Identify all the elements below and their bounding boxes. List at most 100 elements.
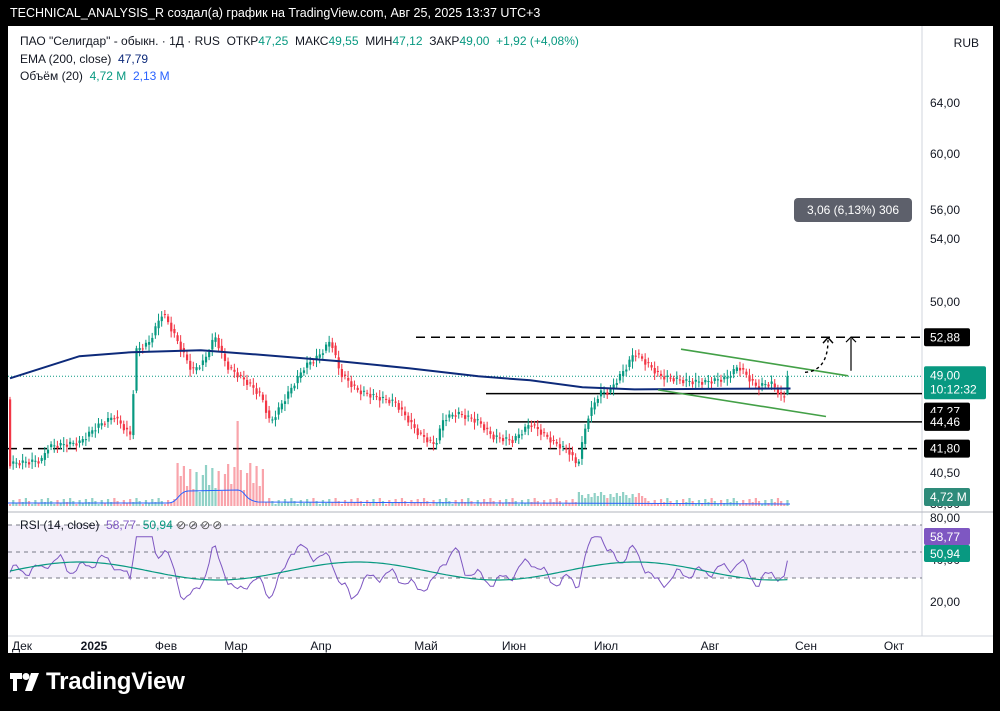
candle-body	[100, 423, 103, 426]
candle-body	[520, 434, 524, 436]
candle-body	[543, 432, 546, 434]
candle-body	[748, 375, 751, 382]
volume-bar	[584, 498, 587, 506]
volume-bar	[287, 502, 290, 506]
candle-body	[593, 402, 596, 410]
volume-bar	[527, 499, 530, 506]
rsi-value-2: 50,94	[142, 518, 173, 532]
candle-body	[369, 393, 372, 398]
candle-body	[780, 392, 783, 395]
candle-body	[754, 382, 757, 386]
candle-body	[302, 370, 306, 373]
candle-body	[675, 377, 678, 379]
candle-body	[460, 413, 464, 415]
volume-ma-line	[8, 489, 791, 505]
volume-bar	[539, 504, 543, 506]
volume-bar	[170, 503, 173, 506]
candle-body	[195, 367, 198, 371]
candle-body	[457, 411, 460, 415]
volume-bar	[15, 503, 18, 506]
candle-body	[91, 430, 94, 434]
rsi-settings-icons[interactable]: ⊘⊘⊘⊘	[176, 518, 225, 532]
rsi-legend[interactable]: RSI (14, close) 58,77 50,94 ⊘⊘⊘⊘	[20, 518, 224, 532]
volume-bar	[233, 467, 236, 506]
rsi-label: 58,77	[930, 530, 960, 544]
candle-body	[381, 396, 385, 398]
candle-body	[637, 353, 641, 355]
candle-body	[498, 437, 501, 439]
candle-body	[185, 354, 189, 361]
volume-bar	[113, 498, 116, 506]
candle-body	[555, 442, 558, 444]
candle-body	[167, 316, 170, 323]
price-chart[interactable]: 64,0060,0056,0054,0050,0040,5038,903,06 …	[8, 26, 993, 653]
volume-bar	[562, 504, 565, 506]
volume-bar	[745, 503, 748, 506]
candle-body	[78, 440, 81, 444]
volume-bar	[91, 498, 94, 506]
volume-bar	[524, 503, 527, 506]
candle-body	[644, 359, 647, 365]
candle-body	[277, 407, 280, 415]
ema-value: 47,79	[118, 52, 149, 66]
volume-bar	[622, 492, 625, 506]
last-price-label: 49,00	[930, 368, 960, 382]
volume-bar	[495, 504, 498, 506]
volume-bar	[340, 504, 343, 506]
candle-body	[321, 353, 325, 355]
volume-bar	[678, 503, 682, 506]
candle-body	[65, 444, 69, 447]
volume-bar	[716, 504, 720, 506]
volume-bar	[489, 498, 492, 506]
candle-body	[356, 387, 359, 391]
volume-bar	[236, 421, 239, 506]
last-price-box	[924, 366, 986, 400]
symbol-title[interactable]: ПАО "Селигдар" - обыкн. · 1Д · RUS	[20, 34, 220, 48]
volume-bar	[81, 503, 84, 506]
rsi-label: RSI (14, close)	[20, 518, 100, 532]
candle-body	[641, 356, 644, 359]
volume-bar	[230, 484, 233, 506]
candle-body	[40, 457, 43, 461]
volume-value-2: 2,13 M	[132, 69, 170, 83]
candle-body	[536, 427, 539, 430]
volume-bar	[742, 500, 745, 506]
candle-body	[350, 381, 353, 388]
candle-body	[211, 339, 214, 350]
candle-body	[9, 399, 12, 467]
volume-bar	[492, 501, 495, 506]
candle-body	[223, 353, 227, 361]
volume-legend[interactable]: Объём (20) 4,72 M 2,13 M	[20, 69, 170, 83]
open-label: ОТКР	[226, 34, 259, 48]
candle-body	[770, 381, 773, 384]
candle-body	[682, 380, 685, 384]
volume-value-1: 4,72 M	[89, 69, 127, 83]
volume-bar	[644, 498, 647, 506]
price-label-box	[924, 412, 970, 431]
volume-bar	[277, 500, 280, 506]
candle-body	[362, 390, 366, 392]
candle-body	[625, 369, 628, 372]
volume-bar	[88, 502, 91, 506]
candle-body	[618, 374, 622, 381]
candle-body	[299, 372, 302, 379]
currency-label[interactable]: RUB	[953, 36, 979, 50]
candle-body	[742, 367, 745, 370]
candle-body	[445, 420, 448, 422]
measure-label-box	[794, 198, 912, 222]
volume-bar	[141, 504, 144, 506]
candle-body	[407, 415, 410, 423]
candle-body	[388, 399, 391, 404]
y-tick-label: 56,00	[930, 203, 960, 217]
volume-bar	[119, 504, 122, 506]
volume-bar	[264, 502, 268, 506]
candle-body	[584, 428, 587, 444]
candle-body	[391, 399, 394, 401]
candle-body	[315, 355, 318, 361]
volume-bar	[227, 464, 230, 506]
candle-body	[59, 443, 62, 446]
volume-bar	[135, 498, 138, 506]
ema-legend[interactable]: EMA (200, close) 47,79	[20, 52, 148, 66]
candle-body	[144, 342, 148, 347]
candle-body	[394, 401, 397, 403]
